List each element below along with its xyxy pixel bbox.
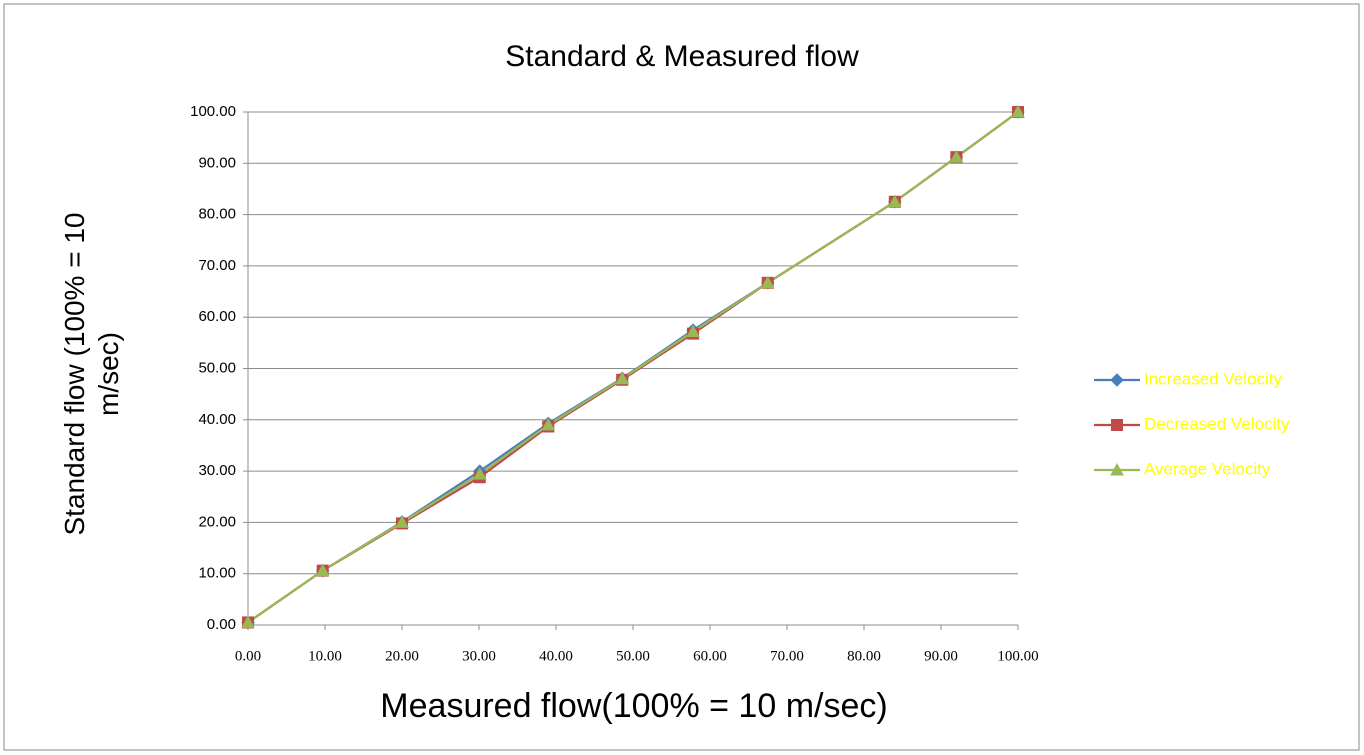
- data-point: [395, 515, 409, 528]
- chart-title: Standard & Measured flow: [505, 40, 859, 73]
- legend-marker: [1111, 419, 1123, 431]
- x-tick-label: 80.00: [847, 648, 881, 664]
- x-tick-label: 40.00: [539, 648, 573, 664]
- x-tick-label: 0.00: [235, 648, 261, 664]
- x-axis-title: Measured flow(100% = 10 m/sec): [380, 687, 887, 725]
- x-tick-label: 20.00: [385, 648, 419, 664]
- y-tick-label: 60.00: [198, 308, 236, 325]
- y-tick-label: 0.00: [207, 616, 236, 633]
- y-tick-label: 30.00: [198, 462, 236, 479]
- data-point: [887, 194, 902, 208]
- data-point: [541, 417, 556, 431]
- y-tick-label: 90.00: [198, 154, 236, 171]
- data-point: [949, 150, 964, 163]
- legend-marker: [1110, 462, 1124, 476]
- y-tick-label: 80.00: [198, 206, 236, 223]
- y-tick-label: 50.00: [198, 359, 236, 376]
- y-tick-label: 100.00: [190, 103, 236, 120]
- data-point: [315, 563, 330, 577]
- x-tick-label: 60.00: [693, 648, 727, 664]
- y-axis-title: Standard flow (100% = 10 m/sec): [59, 212, 124, 536]
- legend-marker: [1110, 373, 1124, 387]
- x-tick-label: 70.00: [770, 648, 804, 664]
- legend-label: Increased Velocity: [1144, 369, 1282, 388]
- x-tick-label: 30.00: [462, 648, 496, 664]
- x-tick-label: 100.00: [997, 648, 1038, 664]
- data-point: [686, 324, 700, 338]
- data-point: [615, 371, 630, 385]
- x-tick-label: 50.00: [616, 648, 650, 664]
- legend-label: Average Velocity: [1144, 459, 1271, 478]
- y-tick-label: 40.00: [198, 411, 236, 428]
- y-tick-label: 10.00: [198, 565, 236, 582]
- x-tick-label: 10.00: [308, 648, 342, 664]
- y-tick-label: 70.00: [198, 257, 236, 274]
- chart-frame: [3, 3, 1360, 751]
- x-tick-label: 90.00: [924, 648, 958, 664]
- data-point: [241, 615, 255, 628]
- y-tick-label: 20.00: [198, 513, 236, 530]
- legend-label: Decreased Velocity: [1144, 414, 1290, 433]
- data-point: [472, 467, 487, 480]
- data-point: [760, 275, 775, 289]
- data-point: [1011, 104, 1025, 118]
